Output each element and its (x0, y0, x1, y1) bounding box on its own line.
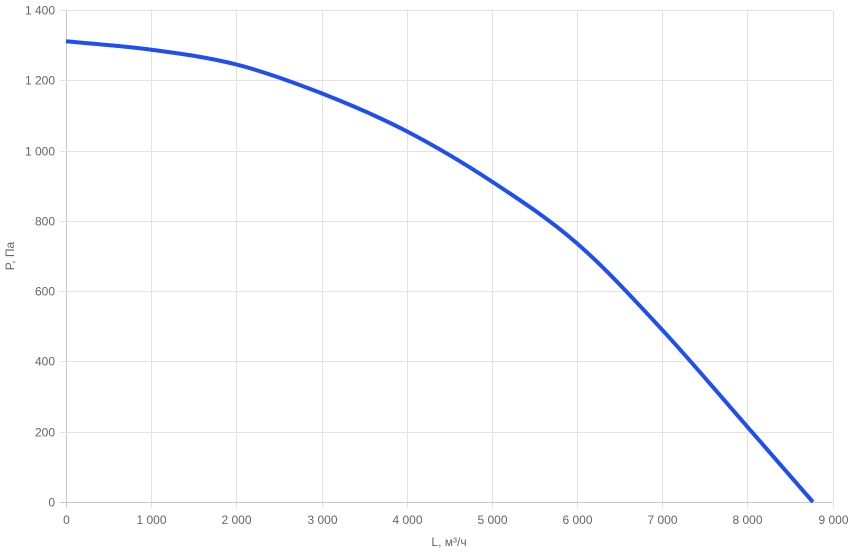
x-axis-ticks: 0 1 000 2 000 3 000 4 000 5 000 6 000 7 000 8 00… (63, 513, 849, 527)
series-group (65, 39, 815, 504)
x-tick-label: 2 000 (221, 513, 251, 527)
y-tick-label: 1 000 (25, 145, 55, 159)
x-tick-label: 6 000 (562, 513, 592, 527)
y-axis-label: P, Па (3, 241, 17, 270)
x-tick-label: 0 (63, 513, 70, 527)
y-tick-label: 800 (35, 215, 55, 229)
y-tick-label: 600 (35, 285, 55, 299)
series-line-0 (65, 39, 815, 504)
x-tick-label: 8 000 (732, 513, 762, 527)
y-tick-label: 0 (48, 496, 55, 510)
y-tick-label: 1 400 (25, 4, 55, 18)
y-tick-label: 200 (35, 426, 55, 440)
grid (60, 10, 834, 508)
y-tick-label: 400 (35, 355, 55, 369)
y-axis-ticks: 0 200 400 600 800 1 000 1 200 1 400 (25, 4, 55, 510)
x-tick-label: 3 000 (307, 513, 337, 527)
y-tick-label: 1 200 (25, 74, 55, 88)
x-tick-label: 9 000 (818, 513, 848, 527)
x-tick-label: 7 000 (647, 513, 677, 527)
x-tick-label: 4 000 (392, 513, 422, 527)
x-tick-label: 5 000 (477, 513, 507, 527)
x-tick-label: 1 000 (136, 513, 166, 527)
x-axis-label: L, м³/ч (431, 535, 466, 549)
